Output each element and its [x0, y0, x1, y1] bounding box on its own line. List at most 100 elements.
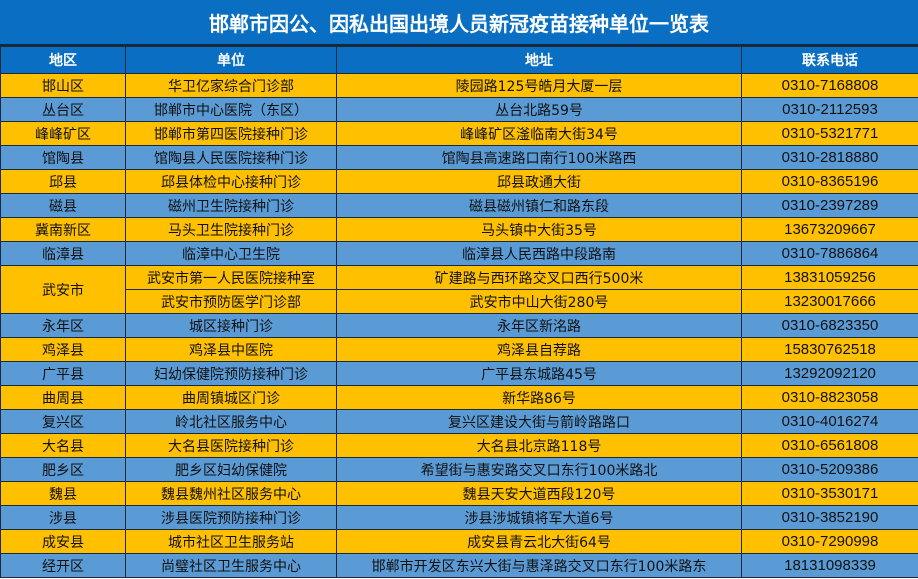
address-cell: 希望街与惠安路交叉口东行100米路北	[336, 457, 742, 482]
unit-cell: 尚璧社区卫生服务中心	[125, 553, 337, 578]
phone-cell: 0310-7290998	[741, 529, 918, 554]
unit-cell: 城区接种门诊	[125, 313, 337, 338]
region-cell: 丛台区	[0, 97, 126, 122]
phone-cell: 0310-8823058	[741, 385, 918, 410]
address-cell: 邯郸市开发区东兴大街与惠泽路交叉口东行100米路东	[336, 553, 742, 578]
header-region: 地区	[0, 46, 126, 74]
vaccination-sites-table: 地区 单位 地址 联系电话 邯山区 华卫亿家综合门诊部 陵园路125号皓月大厦一层 0…	[0, 46, 918, 578]
region-cell: 广平县	[0, 361, 126, 386]
phone-cell: 0310-2397289	[741, 193, 918, 218]
region-cell: 磁县	[0, 193, 126, 218]
unit-cell: 馆陶县人民医院接种门诊	[125, 145, 337, 170]
unit-cell: 魏县魏州社区服务中心	[125, 481, 337, 506]
table-header-row: 地区 单位 地址 联系电话	[0, 46, 918, 74]
table-row: 成安县 城市社区卫生服务站 成安县青云北大街64号 0310-7290998	[0, 529, 918, 554]
table-row: 武安市预防医学门诊部 武安市中山大街280号 13230017666	[1, 289, 918, 314]
table-row: 峰峰矿区 邯郸市第四医院接种门诊 峰峰矿区滏临南大街34号 0310-5321771	[0, 121, 918, 146]
table-row: 冀南新区 马头卫生院接种门诊 马头镇中大街35号 13673209667	[0, 217, 918, 242]
unit-cell: 马头卫生院接种门诊	[125, 217, 337, 242]
unit-cell: 磁州卫生院接种门诊	[125, 193, 337, 218]
page-title: 邯郸市因公、因私出国出境人员新冠疫苗接种单位一览表	[0, 0, 918, 46]
unit-cell: 妇幼保健院预防接种门诊	[125, 361, 337, 386]
phone-cell: 13292092120	[741, 361, 918, 386]
phone-cell: 13230017666	[741, 289, 918, 314]
table-row: 丛台区 邯郸市中心医院（东区） 丛台北路59号 0310-2112593	[0, 97, 918, 122]
phone-cell: 0310-3530171	[741, 481, 918, 506]
unit-cell: 大名县医院接种门诊	[125, 433, 337, 458]
address-cell: 丛台北路59号	[336, 97, 742, 122]
address-cell: 永年区新洺路	[336, 313, 742, 338]
region-cell: 成安县	[0, 529, 126, 554]
table-row: 涉县 涉县医院预防接种门诊 涉县涉城镇将军大道6号 0310-3852190	[0, 505, 918, 530]
phone-cell: 15830762518	[741, 337, 918, 362]
phone-cell: 0310-7168808	[741, 73, 918, 98]
region-cell: 冀南新区	[0, 217, 126, 242]
phone-cell: 0310-5321771	[741, 121, 918, 146]
address-cell: 矿建路与西环路交叉口西行500米	[336, 265, 742, 290]
unit-cell: 华卫亿家综合门诊部	[125, 73, 337, 98]
region-cell: 大名县	[0, 433, 126, 458]
address-cell: 陵园路125号皓月大厦一层	[336, 73, 742, 98]
table-row: 经开区 尚璧社区卫生服务中心 邯郸市开发区东兴大街与惠泽路交叉口东行100米路东 18…	[0, 553, 918, 578]
region-cell: 永年区	[0, 313, 126, 338]
header-unit: 单位	[125, 46, 337, 74]
region-cell: 曲周县	[0, 385, 126, 410]
region-cell: 复兴区	[0, 409, 126, 434]
region-cell: 经开区	[0, 553, 126, 578]
phone-cell: 0310-7886864	[741, 241, 918, 266]
address-cell: 复兴区建设大街与箭岭路路口	[336, 409, 742, 434]
unit-cell: 肥乡区妇幼保健院	[125, 457, 337, 482]
address-cell: 磁县磁州镇仁和路东段	[336, 193, 742, 218]
table-row: 临漳县 临漳中心卫生院 临漳县人民西路中段路南 0310-7886864	[0, 241, 918, 266]
phone-cell: 0310-6823350	[741, 313, 918, 338]
address-cell: 武安市中山大街280号	[336, 289, 742, 314]
unit-cell: 邱县体检中心接种门诊	[125, 169, 337, 194]
address-cell: 鸡泽县自荐路	[336, 337, 742, 362]
address-cell: 涉县涉城镇将军大道6号	[336, 505, 742, 530]
region-cell: 涉县	[0, 505, 126, 530]
address-cell: 邱县政通大街	[336, 169, 742, 194]
phone-cell: 13831059256	[741, 265, 918, 290]
unit-cell: 曲周镇城区门诊	[125, 385, 337, 410]
address-cell: 峰峰矿区滏临南大街34号	[336, 121, 742, 146]
unit-cell: 邯郸市第四医院接种门诊	[125, 121, 337, 146]
address-cell: 马头镇中大街35号	[336, 217, 742, 242]
region-cell: 武安市	[0, 265, 126, 314]
table-row: 馆陶县 馆陶县人民医院接种门诊 馆陶县高速路口南行100米路西 0310-281888…	[0, 145, 918, 170]
table-row: 肥乡区 肥乡区妇幼保健院 希望街与惠安路交叉口东行100米路北 0310-520938…	[0, 457, 918, 482]
unit-cell: 岭北社区服务中心	[125, 409, 337, 434]
region-cell: 肥乡区	[0, 457, 126, 482]
phone-cell: 0310-2818880	[741, 145, 918, 170]
phone-cell: 18131098339	[741, 553, 918, 578]
region-cell: 魏县	[0, 481, 126, 506]
address-cell: 成安县青云北大街64号	[336, 529, 742, 554]
table-row: 广平县 妇幼保健院预防接种门诊 广平县东城路45号 13292092120	[0, 361, 918, 386]
unit-cell: 涉县医院预防接种门诊	[125, 505, 337, 530]
table-row: 永年区 城区接种门诊 永年区新洺路 0310-6823350	[0, 313, 918, 338]
region-cell: 馆陶县	[0, 145, 126, 170]
phone-cell: 13673209667	[741, 217, 918, 242]
table-row: 魏县 魏县魏州社区服务中心 魏县天安大道西段120号 0310-3530171	[0, 481, 918, 506]
region-cell: 邱县	[0, 169, 126, 194]
unit-cell: 邯郸市中心医院（东区）	[125, 97, 337, 122]
address-cell: 广平县东城路45号	[336, 361, 742, 386]
table-row: 鸡泽县 鸡泽县中医院 鸡泽县自荐路 15830762518	[0, 337, 918, 362]
unit-cell: 武安市第一人民医院接种室	[125, 265, 337, 290]
table-row: 曲周县 曲周镇城区门诊 新华路86号 0310-8823058	[0, 385, 918, 410]
region-cell: 临漳县	[0, 241, 126, 266]
table-row: 磁县 磁州卫生院接种门诊 磁县磁州镇仁和路东段 0310-2397289	[0, 193, 918, 218]
unit-cell: 城市社区卫生服务站	[125, 529, 337, 554]
phone-cell: 0310-8365196	[741, 169, 918, 194]
header-phone: 联系电话	[741, 46, 918, 74]
address-cell: 魏县天安大道西段120号	[336, 481, 742, 506]
address-cell: 临漳县人民西路中段路南	[336, 241, 742, 266]
unit-cell: 临漳中心卫生院	[125, 241, 337, 266]
phone-cell: 0310-3852190	[741, 505, 918, 530]
unit-cell: 鸡泽县中医院	[125, 337, 337, 362]
phone-cell: 0310-2112593	[741, 97, 918, 122]
phone-cell: 0310-5209386	[741, 457, 918, 482]
table-row: 大名县 大名县医院接种门诊 大名县北京路118号 0310-6561808	[0, 433, 918, 458]
region-cell: 鸡泽县	[0, 337, 126, 362]
header-address: 地址	[336, 46, 742, 74]
address-cell: 大名县北京路118号	[336, 433, 742, 458]
